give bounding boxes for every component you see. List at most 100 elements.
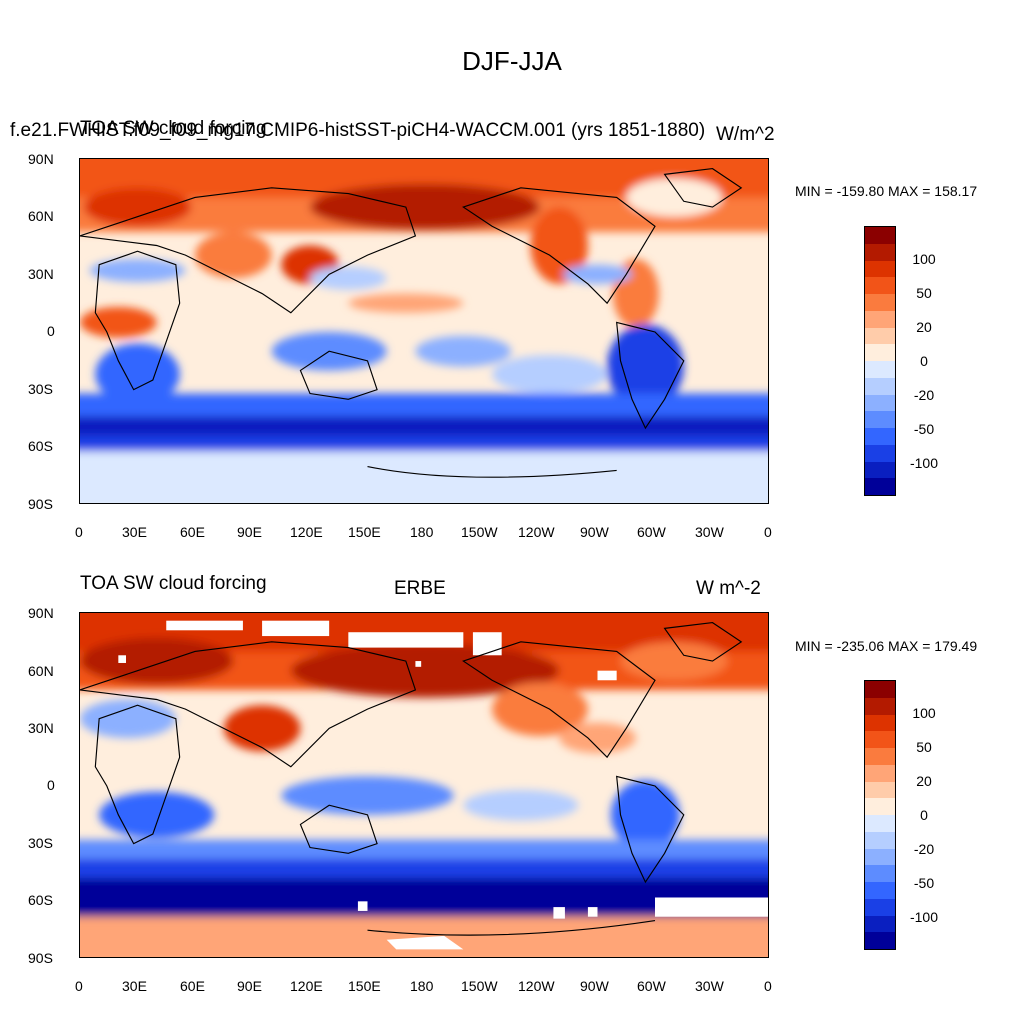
colorbar-swatch (865, 781, 895, 799)
panel-model-case-title: f.e21.FWHIST.f09_f09_mg17.CMIP6-histSST-… (10, 120, 706, 141)
lat-label: 60S (28, 438, 53, 454)
panel-obs-units: W m^-2 (696, 578, 761, 599)
colorbar-label: -50 (913, 421, 935, 437)
colorbar-label: 0 (920, 353, 928, 369)
colorbar-swatch (865, 697, 895, 715)
panel-obs: TOA SW cloud forcing ERBE W m^-2 MIN = -… (0, 560, 1024, 1024)
map-model (79, 158, 769, 504)
lon-label: 180 (410, 524, 434, 540)
lat-label: 0 (47, 323, 55, 339)
colorbar-swatch (865, 461, 895, 479)
colorbar-label: -20 (913, 387, 935, 403)
panel-model-units: W/m^2 (716, 124, 775, 145)
colorbar-swatch (865, 764, 895, 782)
lon-label: 0 (764, 524, 772, 540)
colorbar-swatch (865, 411, 895, 428)
lon-label: 60W (637, 524, 666, 540)
lon-label: 150W (461, 978, 498, 994)
lat-label: 30N (28, 266, 54, 282)
colorbar-swatch (865, 444, 895, 462)
colorbar-swatch (865, 227, 895, 244)
panel-obs-minmax: MIN = -235.06 MAX = 179.49 (795, 638, 978, 654)
lat-label: 60N (28, 663, 54, 679)
colorbar-swatch (865, 915, 895, 933)
lat-label: 90S (28, 496, 53, 512)
lat-label: 60N (28, 208, 54, 224)
colorbar-swatch (865, 428, 895, 445)
colorbar-label: -100 (909, 455, 939, 471)
colorbar-label: 50 (916, 739, 932, 755)
colorbar-swatch (865, 882, 895, 899)
lat-label: 90N (28, 151, 54, 167)
lon-label: 0 (75, 524, 83, 540)
panel-model: TOA SW cloud forcing f.e21.FWHIST.f09_f0… (10, 118, 978, 540)
lat-label: 60S (28, 892, 53, 908)
colorbar-swatch (865, 798, 895, 815)
colorbar-swatch (865, 294, 895, 311)
colorbar-model (864, 226, 896, 496)
colorbar-swatch (865, 748, 895, 765)
lon-label: 90W (580, 978, 609, 994)
lat-label: 90S (28, 950, 53, 966)
colorbar-label: 100 (912, 251, 936, 267)
colorbar-swatch (865, 310, 895, 328)
lon-label: 60E (180, 978, 205, 994)
colorbar-obs (864, 680, 896, 950)
colorbar-swatch (865, 260, 895, 278)
map-model-field (80, 159, 768, 503)
colorbar-swatch (865, 865, 895, 882)
colorbar-label: 100 (912, 705, 936, 721)
lon-label: 120E (290, 978, 323, 994)
map-obs (79, 612, 769, 958)
lat-label: 30S (28, 835, 53, 851)
colorbar-label: 20 (916, 319, 932, 335)
lat-label: 30N (28, 720, 54, 736)
lon-label: 0 (764, 978, 772, 994)
colorbar-label: -20 (913, 841, 935, 857)
lon-label: 150W (461, 524, 498, 540)
colorbar-label: 0 (920, 807, 928, 823)
colorbar-swatch (865, 898, 895, 916)
panel-obs-center-title: ERBE (394, 578, 446, 599)
colorbar-swatch (865, 731, 895, 748)
colorbar-swatch (865, 377, 895, 395)
colorbar-swatch (865, 277, 895, 294)
colorbar-swatch (865, 327, 895, 345)
colorbar-label: 20 (916, 773, 932, 789)
map-obs-field (80, 613, 768, 957)
colorbar-swatch (865, 848, 895, 866)
colorbar-swatch (865, 361, 895, 378)
lat-label: 30S (28, 381, 53, 397)
lon-label: 120W (518, 978, 555, 994)
colorbar-swatch (865, 344, 895, 361)
lon-label: 150E (348, 978, 381, 994)
colorbar-swatch (865, 831, 895, 849)
lon-label: 30E (122, 524, 147, 540)
lon-label: 60W (637, 978, 666, 994)
lon-label: 120E (290, 524, 323, 540)
lon-label: 30E (122, 978, 147, 994)
colorbar-swatch (865, 478, 895, 495)
colorbar-swatch (865, 394, 895, 412)
panel-obs-left-title: TOA SW cloud forcing (80, 573, 267, 594)
lon-label: 30W (695, 978, 724, 994)
colorbar-label: -100 (909, 909, 939, 925)
lon-label: 180 (410, 978, 434, 994)
lon-label: 90W (580, 524, 609, 540)
lon-label: 90E (237, 524, 262, 540)
lon-label: 150E (348, 524, 381, 540)
colorbar-swatch (865, 681, 895, 698)
colorbar-swatch (865, 815, 895, 832)
panel-model-minmax: MIN = -159.80 MAX = 158.17 (795, 183, 978, 199)
lon-label: 30W (695, 524, 724, 540)
colorbar-swatch (865, 932, 895, 949)
figure-title: DJF-JJA (462, 46, 562, 76)
lon-label: 90E (237, 978, 262, 994)
colorbar-label: 50 (916, 285, 932, 301)
lon-label: 0 (75, 978, 83, 994)
lat-label: 90N (28, 605, 54, 621)
lat-label: 0 (47, 777, 55, 793)
colorbar-swatch (865, 714, 895, 732)
lon-label: 120W (518, 524, 555, 540)
colorbar-label: -50 (913, 875, 935, 891)
